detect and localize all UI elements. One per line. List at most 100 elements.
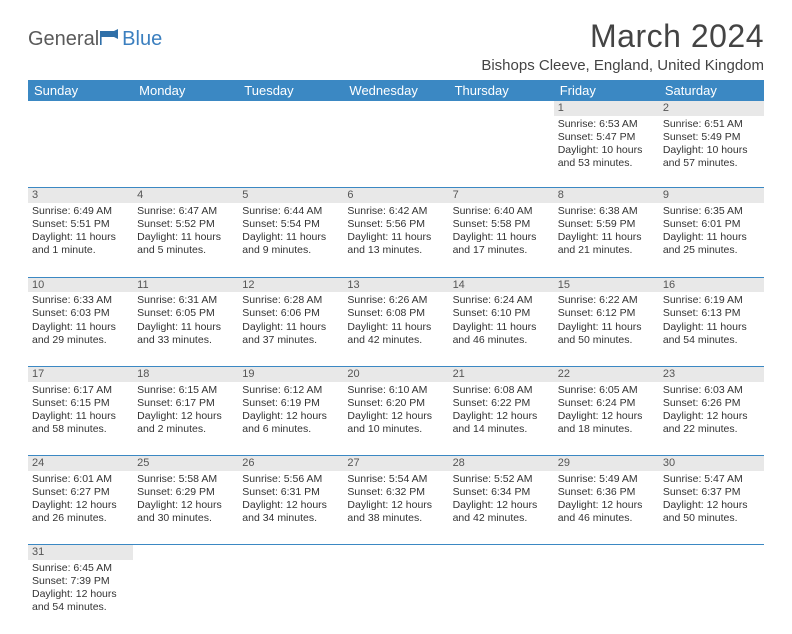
day-number-cell: 1 (554, 101, 659, 116)
sunset-line: Sunset: 6:01 PM (663, 218, 760, 231)
day-number-cell: 22 (554, 366, 659, 381)
header-row: General Blue March 2024 Bishops Cleeve, … (28, 18, 764, 74)
brand-logo: General Blue (28, 28, 162, 51)
day-detail-cell: Sunrise: 6:19 AMSunset: 6:13 PMDaylight:… (659, 292, 764, 366)
day-number-cell (238, 101, 343, 116)
day-number-cell: 6 (343, 188, 448, 203)
month-title: March 2024 (481, 18, 764, 55)
day-detail-cell: Sunrise: 6:08 AMSunset: 6:22 PMDaylight:… (449, 382, 554, 456)
sunset-line: Sunset: 7:39 PM (32, 575, 129, 588)
sunset-line: Sunset: 6:03 PM (32, 307, 129, 320)
day-number-cell (343, 545, 448, 560)
day-detail-cell: Sunrise: 6:26 AMSunset: 6:08 PMDaylight:… (343, 292, 448, 366)
day-detail-cell: Sunrise: 5:56 AMSunset: 6:31 PMDaylight:… (238, 471, 343, 545)
day-detail-cell: Sunrise: 5:49 AMSunset: 6:36 PMDaylight:… (554, 471, 659, 545)
day-number-cell: 10 (28, 277, 133, 292)
sunset-line: Sunset: 6:36 PM (558, 486, 655, 499)
day-number-cell: 25 (133, 456, 238, 471)
sunset-line: Sunset: 6:05 PM (137, 307, 234, 320)
sunrise-line: Sunrise: 6:12 AM (242, 384, 339, 397)
daylight-line: Daylight: 12 hours and 50 minutes. (663, 499, 760, 525)
daylight-line: Daylight: 11 hours and 42 minutes. (347, 321, 444, 347)
day-detail-cell: Sunrise: 6:47 AMSunset: 5:52 PMDaylight:… (133, 203, 238, 277)
sunset-line: Sunset: 6:10 PM (453, 307, 550, 320)
daylight-line: Daylight: 11 hours and 29 minutes. (32, 321, 129, 347)
day-detail-cell: Sunrise: 6:17 AMSunset: 6:15 PMDaylight:… (28, 382, 133, 456)
day-number-cell (449, 545, 554, 560)
day-number-cell (133, 545, 238, 560)
sunset-line: Sunset: 5:56 PM (347, 218, 444, 231)
brand-part1: General (28, 28, 99, 51)
day-number-cell: 17 (28, 366, 133, 381)
daylight-line: Daylight: 11 hours and 33 minutes. (137, 321, 234, 347)
day-detail-cell: Sunrise: 6:42 AMSunset: 5:56 PMDaylight:… (343, 203, 448, 277)
sunset-line: Sunset: 5:58 PM (453, 218, 550, 231)
sunrise-line: Sunrise: 6:17 AM (32, 384, 129, 397)
day-detail-cell: Sunrise: 5:58 AMSunset: 6:29 PMDaylight:… (133, 471, 238, 545)
weekday-header: Friday (554, 80, 659, 101)
day-detail-cell (343, 560, 448, 634)
daylight-line: Daylight: 10 hours and 57 minutes. (663, 144, 760, 170)
day-number-cell: 20 (343, 366, 448, 381)
sunset-line: Sunset: 6:08 PM (347, 307, 444, 320)
day-detail-cell: Sunrise: 6:10 AMSunset: 6:20 PMDaylight:… (343, 382, 448, 456)
daylight-line: Daylight: 12 hours and 22 minutes. (663, 410, 760, 436)
calendar-page: General Blue March 2024 Bishops Cleeve, … (0, 0, 792, 634)
day-detail-cell: Sunrise: 6:31 AMSunset: 6:05 PMDaylight:… (133, 292, 238, 366)
sunset-line: Sunset: 6:20 PM (347, 397, 444, 410)
day-number-cell: 29 (554, 456, 659, 471)
calendar-body: 12Sunrise: 6:53 AMSunset: 5:47 PMDayligh… (28, 101, 764, 634)
day-number-cell (554, 545, 659, 560)
day-detail-cell: Sunrise: 6:45 AMSunset: 7:39 PMDaylight:… (28, 560, 133, 634)
day-number-cell: 2 (659, 101, 764, 116)
day-detail-cell (343, 116, 448, 188)
sunrise-line: Sunrise: 5:54 AM (347, 473, 444, 486)
day-number-cell (238, 545, 343, 560)
sunset-line: Sunset: 6:12 PM (558, 307, 655, 320)
title-block: March 2024 Bishops Cleeve, England, Unit… (481, 18, 764, 74)
day-detail-cell: Sunrise: 6:12 AMSunset: 6:19 PMDaylight:… (238, 382, 343, 456)
sunrise-line: Sunrise: 6:51 AM (663, 118, 760, 131)
day-detail-cell: Sunrise: 6:53 AMSunset: 5:47 PMDaylight:… (554, 116, 659, 188)
day-number-cell: 21 (449, 366, 554, 381)
day-detail-cell: Sunrise: 6:03 AMSunset: 6:26 PMDaylight:… (659, 382, 764, 456)
sunrise-line: Sunrise: 6:35 AM (663, 205, 760, 218)
sunset-line: Sunset: 6:19 PM (242, 397, 339, 410)
day-number-cell: 11 (133, 277, 238, 292)
brand-flag-icon (100, 29, 122, 50)
day-detail-cell: Sunrise: 6:40 AMSunset: 5:58 PMDaylight:… (449, 203, 554, 277)
weekday-header: Saturday (659, 80, 764, 101)
day-number-cell: 3 (28, 188, 133, 203)
day-number-cell: 14 (449, 277, 554, 292)
day-number-cell (133, 101, 238, 116)
daylight-line: Daylight: 11 hours and 13 minutes. (347, 231, 444, 257)
day-number-cell: 8 (554, 188, 659, 203)
weekday-header: Thursday (449, 80, 554, 101)
sunrise-line: Sunrise: 6:01 AM (32, 473, 129, 486)
day-number-cell: 26 (238, 456, 343, 471)
sunrise-line: Sunrise: 6:42 AM (347, 205, 444, 218)
day-number-cell (449, 101, 554, 116)
daylight-line: Daylight: 11 hours and 50 minutes. (558, 321, 655, 347)
day-number-cell: 23 (659, 366, 764, 381)
daylight-line: Daylight: 12 hours and 26 minutes. (32, 499, 129, 525)
daylight-line: Daylight: 11 hours and 46 minutes. (453, 321, 550, 347)
daylight-line: Daylight: 12 hours and 30 minutes. (137, 499, 234, 525)
sunrise-line: Sunrise: 6:38 AM (558, 205, 655, 218)
sunset-line: Sunset: 5:59 PM (558, 218, 655, 231)
daylight-line: Daylight: 11 hours and 25 minutes. (663, 231, 760, 257)
day-number-cell: 16 (659, 277, 764, 292)
sunrise-line: Sunrise: 5:47 AM (663, 473, 760, 486)
sunset-line: Sunset: 5:52 PM (137, 218, 234, 231)
day-number-cell (28, 101, 133, 116)
sunrise-line: Sunrise: 6:08 AM (453, 384, 550, 397)
day-detail-cell (28, 116, 133, 188)
day-number-cell: 12 (238, 277, 343, 292)
daylight-line: Daylight: 12 hours and 34 minutes. (242, 499, 339, 525)
sunset-line: Sunset: 6:17 PM (137, 397, 234, 410)
brand-part2: Blue (122, 28, 162, 51)
day-detail-cell: Sunrise: 6:38 AMSunset: 5:59 PMDaylight:… (554, 203, 659, 277)
sunrise-line: Sunrise: 6:31 AM (137, 294, 234, 307)
day-detail-cell: Sunrise: 5:52 AMSunset: 6:34 PMDaylight:… (449, 471, 554, 545)
sunrise-line: Sunrise: 6:49 AM (32, 205, 129, 218)
